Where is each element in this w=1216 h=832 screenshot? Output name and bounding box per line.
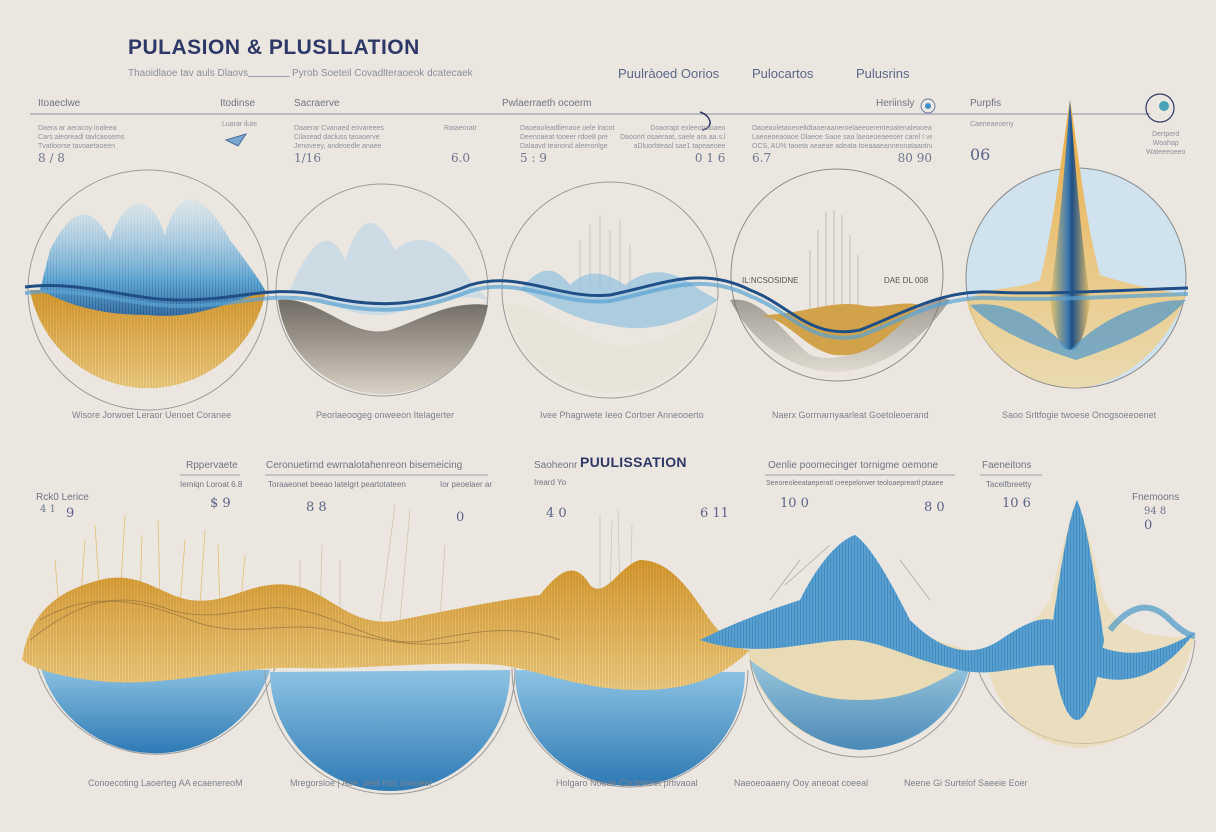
- top-col-value-8: 06: [970, 145, 991, 164]
- top-panel-5: [965, 100, 1187, 389]
- top-panel-2: [275, 183, 489, 397]
- top-col-desc-2: Luarar ilute: [222, 121, 258, 128]
- top-col-value-7-left: 6.7: [752, 151, 772, 165]
- middle-sub-2: Toraaeonet beeao latelgrt peartotateen: [268, 480, 406, 489]
- top-col-value-3: 1/16: [294, 151, 321, 165]
- top-panel-3: [501, 181, 719, 399]
- legend-item-3: Pulusrins: [856, 66, 910, 81]
- page-title: PULASION & PLUSLLATION: [128, 36, 420, 59]
- middle-sub-4: Ireard Yo: [534, 478, 567, 487]
- top-col-desc-8: Caeneaeoeny 06: [970, 121, 1014, 164]
- bird-glyph-icon: [224, 133, 248, 147]
- top-caption-4: Naerx Gorrnarnyaarleat Goetoleoerand: [772, 410, 929, 420]
- spiral-glyph-icon: [699, 111, 711, 131]
- middle-header-5: Oenlie poomecinger tornigme oemone: [768, 460, 939, 471]
- top-col-desc-5: Daoeaoleadlienaoe oele lracot Deenoaeat …: [520, 125, 615, 165]
- section-title: PUULISSATION: [580, 454, 687, 470]
- middle-header-6: Faeneitons: [982, 460, 1032, 471]
- top-col-desc-3: Daaerar Cvanaed eovareees Cilasead daclu…: [294, 125, 384, 165]
- marker-4: 0: [456, 510, 465, 525]
- legend-item-1: Puulràoed Oorios: [618, 66, 720, 81]
- middle-header-2: Ceronuetirnd ewrnalotahenreon bisemeicin…: [266, 460, 463, 471]
- bottom-panel-5: [974, 500, 1196, 748]
- marker-5: 4 0: [546, 506, 567, 521]
- middle-header-1: Rppervaete: [186, 460, 238, 471]
- middle-header-7: Fnemoons: [1132, 492, 1180, 503]
- top-col-header-2: Itodinse: [220, 98, 256, 109]
- top-col-desc-6: Doaorapt exleeotraoaeo Daoonrt osaeraat,…: [620, 125, 726, 165]
- top-panel-1: [27, 169, 269, 411]
- middle-sub-7: 94 8: [1144, 506, 1167, 517]
- earth-globe-icon: [1145, 93, 1175, 123]
- marker-10: 0: [1144, 518, 1153, 533]
- bottom-caption-3: Holgaro Noeae Conterteet prtivaoal: [556, 778, 698, 788]
- top-panel-4: [730, 168, 950, 382]
- top-caption-2: Peorlaeoogeg onweeon Itelagerter: [316, 410, 455, 420]
- top-col-header-7: Heriinsly: [876, 98, 915, 109]
- subtitle-left: Thaoidlaoe tav auls Dlaovs: [128, 68, 249, 79]
- middle-sub-5: Seeoreoleeataeperatl creepelorwer teoloa…: [766, 480, 944, 487]
- subtitle-right: Pyrob Soeteil Covadlteraoeok dcatecaek: [292, 68, 473, 79]
- top-col-header-8: Purpfis: [970, 98, 1002, 109]
- bottom-caption-1: Conoecoting Laoerteg AA ecaenereoM: [88, 778, 243, 788]
- bottom-caption-5: Neene Gi Surtelof Saeeie Eoer: [904, 778, 1028, 788]
- marker-1: 9: [66, 506, 75, 521]
- top-col-desc-1: Daera ar aeracoy inaleea Cars aleoreadl …: [38, 125, 125, 165]
- left-label: Rck0 Lerice: [36, 492, 89, 503]
- top-col-header-1: Itoaeclwe: [38, 98, 81, 109]
- top-col-desc-4: Rataeoratr 6.0: [444, 125, 478, 165]
- top-col-value-5: 5 : 9: [520, 151, 547, 165]
- marker-7: 10 0: [780, 496, 809, 511]
- marker-9: 10 6: [1002, 496, 1031, 511]
- top-col-desc-7: Daoeaoletaoeoeltdtaoeraaneroelaeeoerente…: [752, 125, 932, 165]
- top-caption-3: Ivee Phagrwete Ieeo Cortoer Anneooerto: [540, 410, 704, 420]
- top-col-value-7-right: 80 90: [897, 151, 932, 165]
- marker-2: $ 9: [210, 496, 231, 511]
- middle-sub-1: Iemiqn Loroat 6.8: [180, 480, 243, 489]
- top-caption-1: Wisore Jorwoet Leraor Uenoet Coranee: [72, 410, 232, 420]
- top-col-header-5: Pwlaerraeth ocoerm: [502, 98, 592, 109]
- bottom-caption-2: Mregorsloe | Aoe, peel noo onsoeel: [290, 778, 432, 788]
- panel-inline-label-2: DAE DL 008: [884, 276, 929, 285]
- middle-sub-3: Ior peoelaer ar: [440, 480, 493, 489]
- subtitle-divider: [248, 76, 290, 77]
- top-col-value-1: 8 / 8: [38, 151, 65, 165]
- left-value: 4 1: [40, 504, 56, 515]
- bottom-panel-2: [264, 504, 516, 795]
- marker-8: 8 0: [924, 500, 945, 515]
- bottom-caption-4: Naeoeoaaeny Ooy aneoat coeeal: [734, 778, 869, 788]
- top-caption-5: Saoo Srltfogie twoese Onogsoeeoenet: [1002, 410, 1157, 420]
- top-col-value-6: 0 1 6: [694, 151, 726, 165]
- top-col-header-3: Sacraerve: [294, 98, 340, 109]
- panel-inline-label-1: IL:NCSOSIDNE: [742, 276, 799, 285]
- top-col-value-4: 6.0: [450, 151, 471, 165]
- middle-sub-6: Taceifbreetty: [986, 480, 1032, 489]
- marker-3: 8 8: [306, 500, 327, 515]
- globe-glyph-icon: [920, 98, 936, 114]
- middle-header-4: Saoheonr: [534, 460, 578, 471]
- marker-6: 6 11: [700, 506, 729, 521]
- top-col-desc-9: Dertperd Woahap Wateeeoeeo: [1146, 131, 1186, 156]
- legend-item-2: Pulocartos: [752, 66, 814, 81]
